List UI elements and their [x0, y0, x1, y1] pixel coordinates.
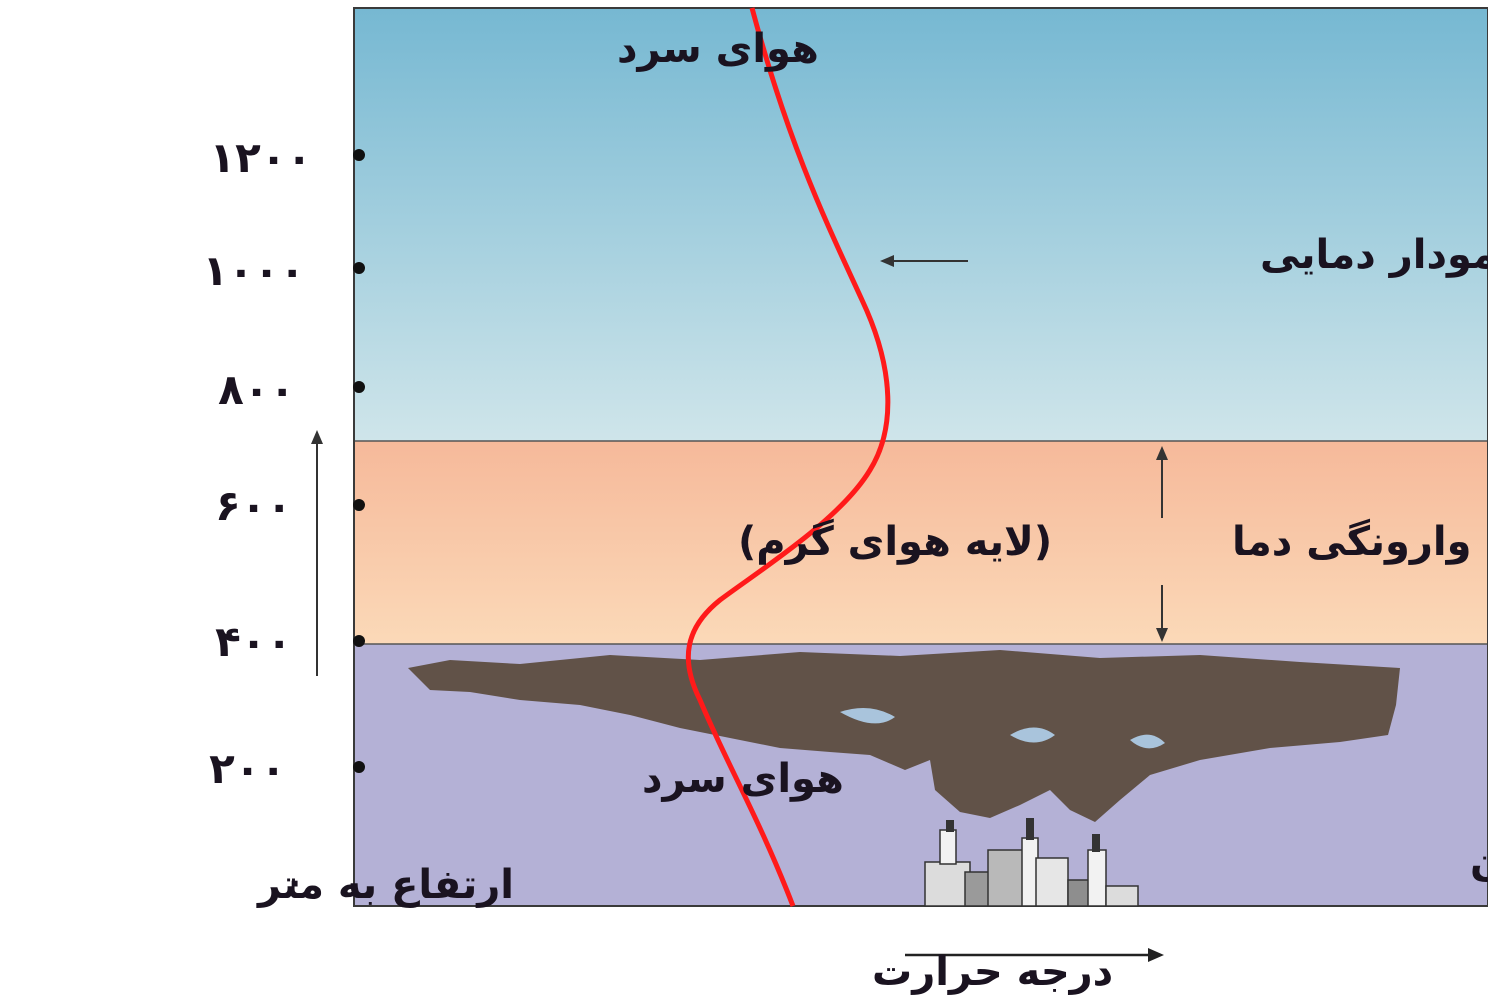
- y-tick-label: ۴۰۰: [215, 617, 292, 666]
- pollution-smog-cloud: [408, 650, 1400, 822]
- y-axis-label: ارتفاع به متر: [256, 862, 514, 908]
- factory-buildings-icon: [924, 818, 1139, 907]
- y-axis-arrowhead: [311, 430, 323, 444]
- y-tick-dot: [353, 381, 365, 393]
- upper-cold-air-layer: [354, 8, 1488, 441]
- inversion-layer-band: [354, 441, 1488, 644]
- y-tick-dot: [353, 262, 365, 274]
- y-axis-zero-label: ۰: [284, 862, 305, 902]
- label-cold-air-bottom: هوای سرد: [642, 756, 844, 802]
- smog-gap: [1010, 727, 1055, 743]
- y-tick-dot: [353, 635, 365, 647]
- temperature-curve: [685, 7, 891, 907]
- label-cold-air-top: هوای سرد: [617, 26, 819, 72]
- x-axis-label: درجه حرارت: [872, 949, 1113, 995]
- smog-gap: [840, 708, 895, 724]
- curve-pointer-arrowhead: [880, 255, 894, 267]
- y-tick-label: ۶۰۰: [215, 481, 292, 530]
- y-tick-dot: [353, 149, 365, 161]
- diagram-frame: [353, 7, 1488, 907]
- y-tick-label: ۲۰۰: [209, 744, 286, 793]
- y-tick-dot: [353, 761, 365, 773]
- y-tick-dot: [353, 499, 365, 511]
- label-inversion-layer: لایه وارونگی دما: [1232, 518, 1488, 565]
- y-tick-label: ۱۲۰۰: [209, 133, 312, 182]
- label-ground-surface: سطح زمین: [1470, 836, 1488, 882]
- y-tick-label: ۱۰۰۰: [202, 246, 305, 295]
- label-warm-air-layer: (لایه هوای گرم): [738, 518, 1052, 565]
- smog-gap: [1130, 734, 1165, 749]
- x-axis-arrowhead: [1148, 948, 1164, 962]
- y-tick-label: ۸۰۰: [218, 365, 295, 414]
- label-temperature-curve: نمودار دمایی: [1260, 232, 1488, 278]
- inversion-arrowhead-up: [1156, 446, 1168, 460]
- inversion-arrowhead-down: [1156, 628, 1168, 642]
